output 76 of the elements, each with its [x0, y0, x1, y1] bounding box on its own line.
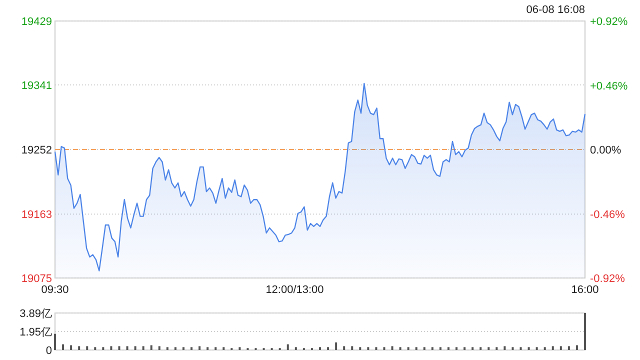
bar [126, 346, 128, 350]
x-tick-label: 12:00/13:00 [266, 284, 324, 296]
y-tick-label: 19163 [21, 209, 52, 222]
bar [439, 347, 442, 350]
bar [150, 345, 152, 350]
bar [142, 346, 144, 350]
y2-tick-label: 0.00% [590, 144, 622, 156]
bar [536, 347, 538, 350]
bar [94, 347, 96, 350]
bar [560, 346, 562, 350]
text: 06-08 16:08 [526, 4, 585, 16]
bar [391, 346, 394, 350]
bar [158, 346, 160, 350]
bar [222, 347, 225, 350]
bar [504, 346, 506, 350]
bar [54, 334, 56, 350]
bar [456, 347, 458, 350]
bar [584, 313, 586, 350]
bar [512, 347, 514, 350]
bar [351, 346, 354, 350]
bar [576, 345, 578, 350]
bar [520, 347, 522, 350]
bar [62, 344, 64, 350]
bar [447, 347, 450, 350]
x-tick-label: 16:00 [571, 284, 599, 296]
bar [206, 347, 209, 350]
bar [552, 346, 554, 350]
y-tick-label: 1.95亿 [20, 326, 52, 338]
y2-tick-label: -0.92% [590, 273, 626, 285]
bar [190, 347, 193, 350]
bar [110, 346, 112, 350]
y-tick-label: 19252 [21, 144, 52, 156]
y-tick-label: 0 [46, 345, 52, 357]
y-tick-label: 19075 [21, 273, 52, 285]
bar [294, 347, 297, 350]
bar [343, 346, 346, 350]
bar [86, 346, 88, 350]
bar [198, 346, 201, 350]
bar [431, 347, 434, 350]
bar [407, 347, 410, 350]
bar [118, 346, 120, 350]
x-tick-label: 09:30 [41, 284, 69, 296]
bar [174, 347, 176, 350]
bar [480, 347, 482, 350]
bar [528, 347, 530, 350]
bar [335, 342, 338, 350]
bar [472, 347, 474, 350]
bar [238, 347, 241, 350]
bar [464, 347, 466, 350]
bar [383, 347, 386, 350]
bar [286, 344, 289, 350]
bar [214, 347, 217, 350]
bar [399, 347, 402, 350]
y-tick-label: 19429 [21, 16, 52, 28]
y-tick-label: 19341 [21, 80, 52, 92]
y-tick-label: 3.89亿 [20, 308, 52, 320]
y2-tick-label: -0.46% [590, 208, 626, 221]
bar [102, 347, 104, 350]
bar [182, 347, 184, 350]
bar [496, 347, 498, 350]
bar [375, 347, 378, 350]
bar [415, 347, 418, 350]
bar [319, 347, 321, 350]
bar [568, 346, 570, 350]
y2-tick-label: +0.46% [590, 80, 628, 92]
bar [544, 347, 546, 350]
bar [134, 346, 136, 350]
bar [359, 347, 362, 350]
bar [367, 347, 370, 350]
bar [488, 347, 490, 350]
bar [327, 347, 330, 350]
y2-tick-label: +0.92% [590, 16, 628, 28]
bar [70, 345, 72, 350]
bar [78, 346, 80, 350]
bar [423, 347, 426, 350]
bar [166, 347, 168, 350]
